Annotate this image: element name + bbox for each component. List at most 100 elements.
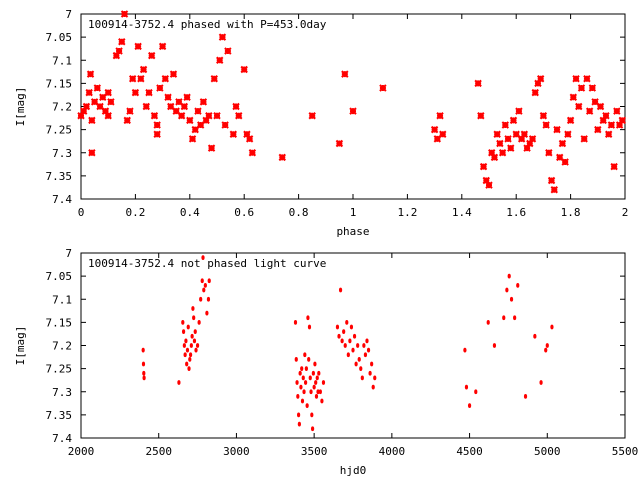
phased-data-point xyxy=(585,107,594,115)
unphased-data-point xyxy=(299,384,303,390)
phased-data-point xyxy=(128,75,137,83)
unphased-data-point xyxy=(337,333,341,339)
unphased-data-point xyxy=(177,380,181,385)
phased-plot-y-axis-label: I[mag] xyxy=(14,87,27,127)
phased-data-point xyxy=(158,42,167,51)
phased-data-point xyxy=(583,75,591,83)
unphased-data-point xyxy=(186,324,190,330)
unphased-data-point xyxy=(181,319,185,325)
phased-data-point xyxy=(107,98,115,106)
phased-data-point xyxy=(88,116,96,125)
unphased-data-point xyxy=(207,278,211,284)
unphased-data-point xyxy=(206,296,211,302)
phased-data-point xyxy=(618,116,626,125)
unphased-data-point xyxy=(338,287,343,293)
phased-data-point xyxy=(341,70,349,78)
phased-x-tick-label: 1.4 xyxy=(452,206,472,219)
unphased-data-point xyxy=(362,343,366,348)
unphased-y-tick-label: 7 xyxy=(65,247,72,260)
unphased-data-point xyxy=(192,338,197,344)
phased-data-point xyxy=(607,121,616,129)
phased-data-point xyxy=(569,93,578,101)
phased-data-point xyxy=(118,38,126,46)
unphased-data-point xyxy=(463,347,467,353)
phased-data-point xyxy=(180,102,189,111)
unphased-data-point xyxy=(370,361,374,367)
unphased-data-point xyxy=(310,412,314,418)
phased-data-point xyxy=(477,112,485,120)
phased-data-point xyxy=(90,98,99,106)
phased-data-point xyxy=(482,176,490,185)
unphased-data-point xyxy=(310,426,315,432)
unphased-data-point xyxy=(502,315,506,321)
unphased-data-point xyxy=(187,366,191,372)
unphased-data-point xyxy=(505,287,509,293)
unphased-data-point xyxy=(314,380,318,385)
phased-data-point xyxy=(82,102,91,111)
unphased-y-tick-label: 7.2 xyxy=(52,340,72,353)
unphased-data-point xyxy=(523,393,528,399)
phased-data-point xyxy=(556,153,564,162)
phased-y-tick-label: 7.1 xyxy=(52,54,72,67)
phased-data-point xyxy=(199,98,208,106)
unphased-data-point xyxy=(351,347,355,353)
unphased-data-point xyxy=(321,380,326,385)
phased-x-tick-label: 0 xyxy=(78,206,85,219)
phased-data-point xyxy=(216,56,224,64)
phased-data-point xyxy=(501,121,510,129)
phased-data-point xyxy=(156,84,164,92)
phased-y-tick-label: 7 xyxy=(65,8,72,21)
unphased-data-point xyxy=(315,375,319,381)
phased-data-point xyxy=(232,102,240,111)
unphased-x-tick-label: 5000 xyxy=(534,445,561,458)
phased-data-point xyxy=(539,112,548,120)
unphased-data-point xyxy=(363,352,368,358)
unphased-data-point xyxy=(316,389,320,395)
unphased-data-point xyxy=(357,356,361,362)
phased-x-tick-label: 1.6 xyxy=(506,206,526,219)
unphased-data-point xyxy=(304,366,308,372)
unphased-data-point xyxy=(189,343,193,348)
unphased-data-point xyxy=(311,370,315,376)
unphased-x-tick-label: 2500 xyxy=(145,445,172,458)
unphased-x-tick-label: 2000 xyxy=(68,445,95,458)
unphased-data-point xyxy=(141,361,146,367)
unphased-data-point xyxy=(356,343,360,348)
phased-data-point xyxy=(86,70,95,78)
unphased-data-point xyxy=(507,273,511,279)
phased-data-point xyxy=(153,130,161,138)
phased-data-point xyxy=(218,33,227,41)
phased-data-point xyxy=(126,107,134,115)
phased-data-point xyxy=(604,130,613,138)
phased-data-point xyxy=(542,121,550,129)
phased-data-point xyxy=(564,130,572,138)
phased-data-point xyxy=(498,149,507,157)
phased-data-point xyxy=(245,135,254,143)
phased-data-point xyxy=(240,65,248,74)
phased-data-point xyxy=(594,125,602,134)
phased-plot-points xyxy=(77,10,626,194)
unphased-y-tick-label: 7.25 xyxy=(46,363,73,376)
phased-data-point xyxy=(509,116,518,125)
phased-data-point xyxy=(150,112,159,120)
phased-x-tick-label: 1.2 xyxy=(397,206,417,219)
unphased-data-point xyxy=(335,324,340,330)
unphased-y-tick-label: 7.35 xyxy=(46,409,73,422)
phased-data-point xyxy=(430,125,439,134)
phased-data-point xyxy=(177,112,186,120)
unphased-data-point xyxy=(345,319,349,325)
unphased-data-point xyxy=(366,347,371,353)
phased-data-point xyxy=(591,98,599,106)
phased-light-curve-panel: 0 0.2 0.4 0.6 0.8 1 1.2 1.4 1.6 1.8 2 7 7.05 7.1 7.15 7… xyxy=(14,8,628,238)
phased-y-tick-label: 7.4 xyxy=(52,193,72,206)
phased-data-point xyxy=(235,112,243,120)
unphased-data-point xyxy=(297,421,301,427)
unphased-data-point xyxy=(142,370,146,376)
phased-data-point xyxy=(169,70,178,78)
unphased-data-point xyxy=(301,375,305,381)
phased-data-point xyxy=(308,112,316,120)
unphased-data-point xyxy=(308,375,312,381)
unphased-data-point xyxy=(513,315,517,321)
phased-data-point xyxy=(488,149,496,157)
phased-data-point xyxy=(175,98,183,106)
